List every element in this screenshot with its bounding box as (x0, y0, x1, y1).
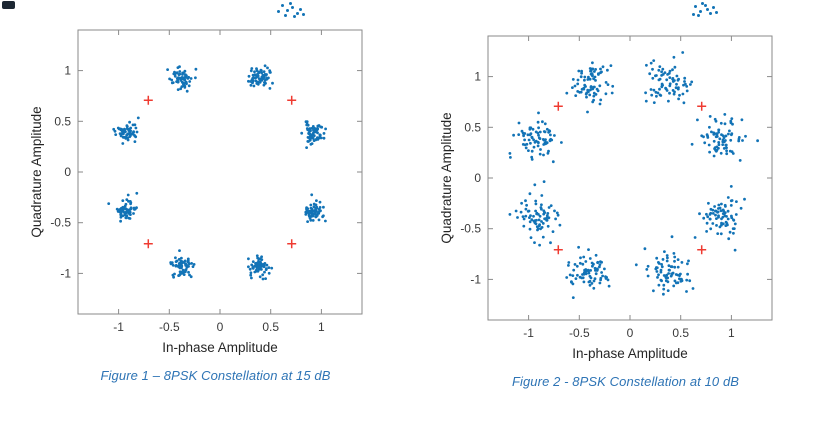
y-tick-label: 0.5 (464, 120, 481, 134)
x-tick-label: 0 (217, 320, 224, 334)
y-tick-label: 0 (64, 165, 71, 179)
stray-dot (277, 10, 280, 13)
constellation-plot-figure-1: -1 -0.5 0 0.5 1 -1 -0.5 0 0.5 1 In-phase Amplitude… (29, 29, 363, 355)
reference-plus-marker (697, 245, 707, 255)
axes-box (487, 35, 773, 321)
figure-1-panel: -1 -0.5 0 0.5 1 -1 -0.5 0 0.5 1 In-phase Amplitude… (28, 0, 403, 383)
stray-dot (291, 6, 294, 9)
axes-box (77, 29, 363, 315)
reference-plus-marker (553, 245, 563, 255)
reference-markers (553, 101, 707, 255)
stray-dot (692, 13, 695, 16)
figure-1-caption: Figure 1 – 8PSK Constellation at 15 dB (100, 368, 331, 383)
reference-plus-marker (287, 239, 297, 249)
reference-plus-marker (553, 101, 563, 111)
stray-dot (296, 12, 299, 15)
stray-dot (281, 4, 284, 7)
stray-dot (289, 2, 292, 5)
y-tick-label: 0.5 (54, 114, 71, 128)
stray-dot (302, 13, 305, 16)
constellation-plot-figure-2: -1 -0.5 0 0.5 1 -1 -0.5 0 0.5 1 In-phase Amplitude… (439, 35, 773, 361)
stray-dot (704, 4, 707, 7)
y-axis-label: Quadrature Amplitude (439, 112, 454, 243)
x-tick-label: 1 (728, 326, 735, 340)
stray-dot (699, 10, 702, 13)
reference-plus-marker (287, 95, 297, 105)
x-tick-label: 0 (627, 326, 634, 340)
stray-dot (694, 5, 697, 8)
x-tick-label: -1 (523, 326, 534, 340)
axes: -1 -0.5 0 0.5 1 -1 -0.5 0 0.5 1 (50, 29, 363, 334)
x-tick-label: -1 (113, 320, 124, 334)
scatter-series (508, 51, 759, 299)
x-axis-label: In-phase Amplitude (572, 346, 688, 361)
stray-dot (712, 6, 715, 9)
y-tick-label: 1 (64, 64, 71, 78)
crop-artifact-mark (2, 1, 15, 9)
x-tick-label: 0.5 (672, 326, 689, 340)
x-tick-label: 0.5 (262, 320, 279, 334)
stray-dot (709, 12, 712, 15)
scatter-series (107, 64, 327, 281)
reference-plus-marker (143, 95, 153, 105)
y-tick-label: -1 (60, 266, 71, 280)
y-tick-label: -0.5 (50, 216, 71, 230)
y-tick-label: 0 (474, 171, 481, 185)
stray-dot (697, 14, 700, 17)
y-axis-label: Quadrature Amplitude (29, 106, 44, 237)
figure-2-caption: Figure 2 - 8PSK Constellation at 10 dB (511, 374, 740, 389)
stray-dot (293, 15, 296, 18)
x-tick-label: -0.5 (159, 320, 180, 334)
figure-2-panel: -1 -0.5 0 0.5 1 -1 -0.5 0 0.5 1 In-phase Amplitude… (438, 6, 813, 389)
stray-dot (715, 11, 718, 14)
reference-markers (143, 95, 297, 249)
reference-plus-marker (143, 239, 153, 249)
x-axis-label: In-phase Amplitude (162, 340, 278, 355)
stray-dot (701, 2, 704, 5)
reference-plus-marker (697, 101, 707, 111)
stray-dot (706, 8, 709, 11)
y-tick-label: 1 (474, 70, 481, 84)
y-tick-label: -0.5 (460, 222, 481, 236)
stray-dot (286, 9, 289, 12)
axes: -1 -0.5 0 0.5 1 -1 -0.5 0 0.5 1 (460, 35, 773, 340)
stray-dot (284, 14, 287, 17)
x-tick-label: 1 (318, 320, 325, 334)
y-tick-label: -1 (470, 272, 481, 286)
stray-dot (299, 8, 302, 11)
x-tick-label: -0.5 (569, 326, 590, 340)
